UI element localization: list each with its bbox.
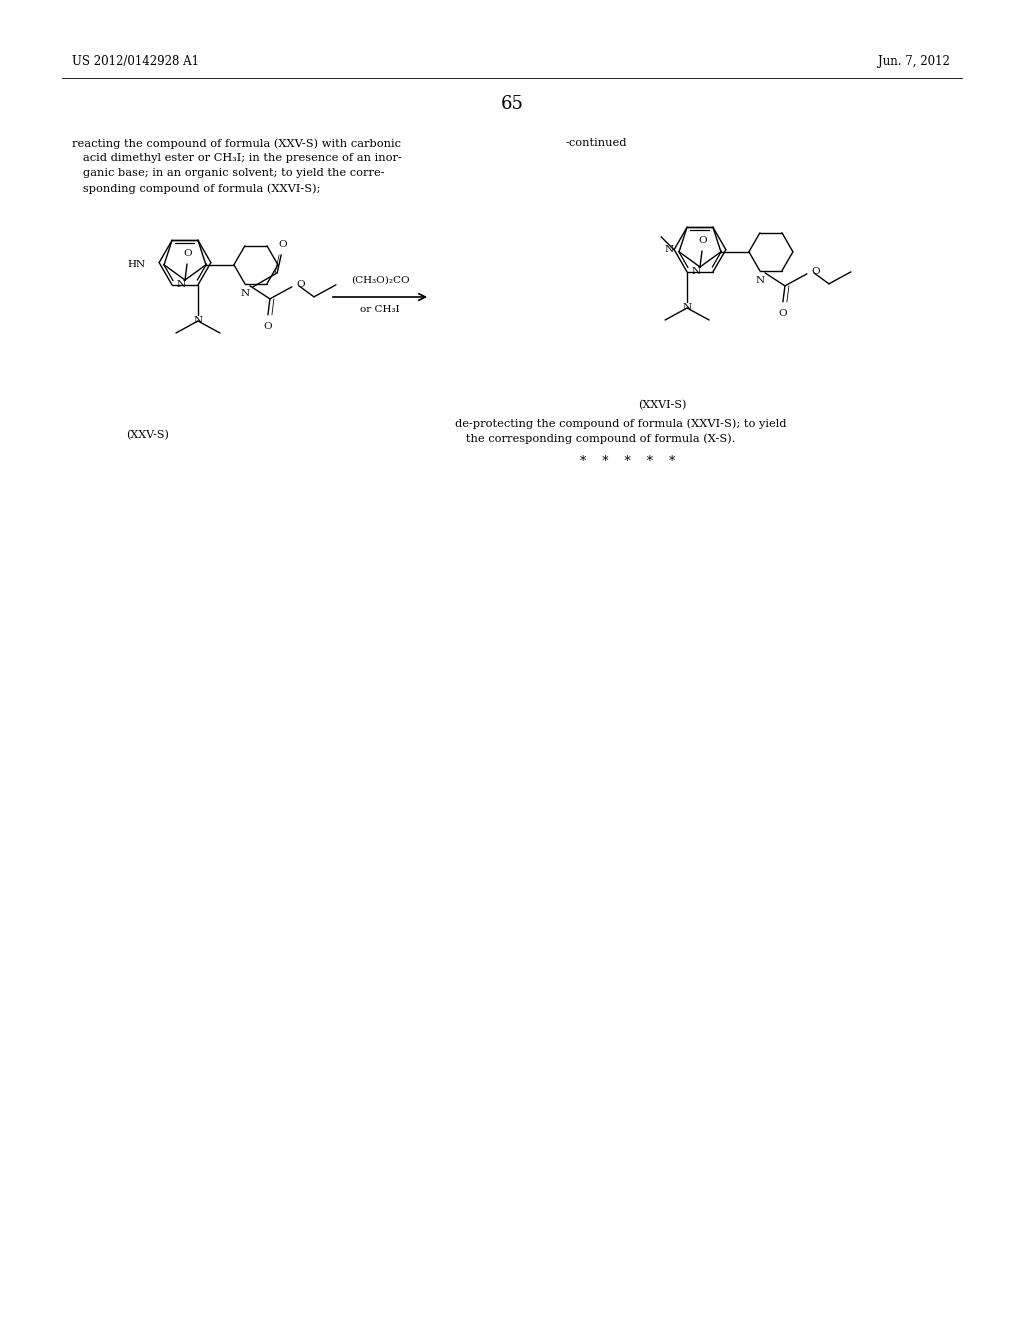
Text: HN: HN — [128, 260, 146, 269]
Text: O: O — [778, 309, 787, 318]
Text: N: N — [241, 289, 250, 298]
Text: US 2012/0142928 A1: US 2012/0142928 A1 — [72, 55, 199, 69]
Text: N: N — [756, 276, 765, 285]
Text: sponding compound of formula (XXVI-S);: sponding compound of formula (XXVI-S); — [72, 183, 321, 194]
Text: O: O — [263, 322, 272, 331]
Text: O: O — [698, 236, 708, 246]
Text: O: O — [183, 249, 193, 257]
Text: (XXV-S): (XXV-S) — [127, 430, 169, 441]
Text: de-protecting the compound of formula (XXVI-S); to yield: de-protecting the compound of formula (X… — [455, 418, 786, 429]
Text: N: N — [177, 280, 186, 289]
Text: (XXVI-S): (XXVI-S) — [638, 400, 686, 411]
Text: *    *    *    *    *: * * * * * — [580, 455, 675, 469]
Text: acid dimethyl ester or CH₃I; in the presence of an inor-: acid dimethyl ester or CH₃I; in the pres… — [72, 153, 401, 162]
Text: O: O — [811, 268, 819, 276]
Text: O: O — [279, 240, 288, 249]
Text: N: N — [665, 246, 674, 255]
Text: Jun. 7, 2012: Jun. 7, 2012 — [879, 55, 950, 69]
Text: N: N — [692, 268, 701, 276]
Text: N: N — [683, 304, 691, 313]
Text: (CH₃O)₂CO: (CH₃O)₂CO — [350, 276, 410, 285]
Text: reacting the compound of formula (XXV-S) with carbonic: reacting the compound of formula (XXV-S)… — [72, 139, 401, 149]
Text: the corresponding compound of formula (X-S).: the corresponding compound of formula (X… — [455, 433, 735, 444]
Text: O: O — [296, 280, 304, 289]
Text: -continued: -continued — [565, 139, 627, 148]
Text: N: N — [194, 317, 203, 326]
Text: 65: 65 — [501, 95, 523, 114]
Text: or CH₃I: or CH₃I — [360, 305, 399, 314]
Text: ganic base; in an organic solvent; to yield the corre-: ganic base; in an organic solvent; to yi… — [72, 168, 385, 178]
